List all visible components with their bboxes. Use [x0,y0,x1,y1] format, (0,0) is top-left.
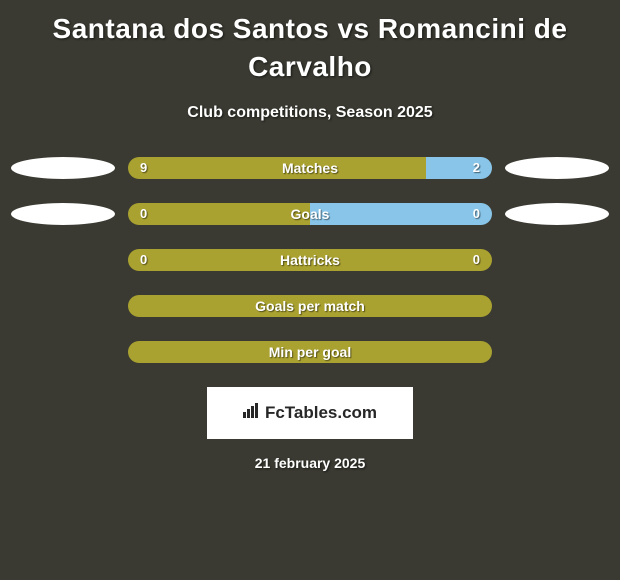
stat-bar: Goals per match [128,295,492,317]
stat-value-left: 9 [140,157,147,179]
infographic-container: Santana dos Santos vs Romancini de Carva… [0,0,620,471]
stat-value-right: 0 [473,249,480,271]
stat-bar: Hattricks0 0 [128,249,492,271]
stat-value-left: 0 [140,203,147,225]
player-ellipse-left [11,157,115,179]
stat-row: Matches9 2 [8,157,612,179]
stat-value-right: 0 [473,203,480,225]
left-player-marker [8,203,118,225]
page-title: Santana dos Santos vs Romancini de Carva… [0,5,620,86]
player-ellipse-left [11,203,115,225]
stat-label: Min per goal [128,341,492,363]
player-ellipse-right [505,203,609,225]
right-player-marker [502,203,612,225]
stat-label: Hattricks [128,249,492,271]
stat-row: Goals0 0 [8,203,612,225]
stat-row: Min per goal [8,341,612,363]
left-player-marker [8,157,118,179]
stat-value-left: 0 [140,249,147,271]
stat-row: Goals per match [8,295,612,317]
stat-value-right: 2 [473,157,480,179]
stat-bar: Goals0 0 [128,203,492,225]
stat-label: Goals per match [128,295,492,317]
player-ellipse-right [505,157,609,179]
stat-label: Goals [128,203,492,225]
stat-label: Matches [128,157,492,179]
right-player-marker [502,157,612,179]
logo: FcTables.com [243,402,377,423]
date-text: 21 february 2025 [0,455,620,471]
bar-chart-icon [243,402,261,423]
logo-text: FcTables.com [265,403,377,423]
stat-bar: Min per goal [128,341,492,363]
stat-row: Hattricks0 0 [8,249,612,271]
comparison-chart: Matches92Goals00Hattricks00Goals per mat… [0,157,620,363]
stat-bar: Matches9 2 [128,157,492,179]
subtitle: Club competitions, Season 2025 [0,104,620,122]
logo-box: FcTables.com [207,387,413,439]
